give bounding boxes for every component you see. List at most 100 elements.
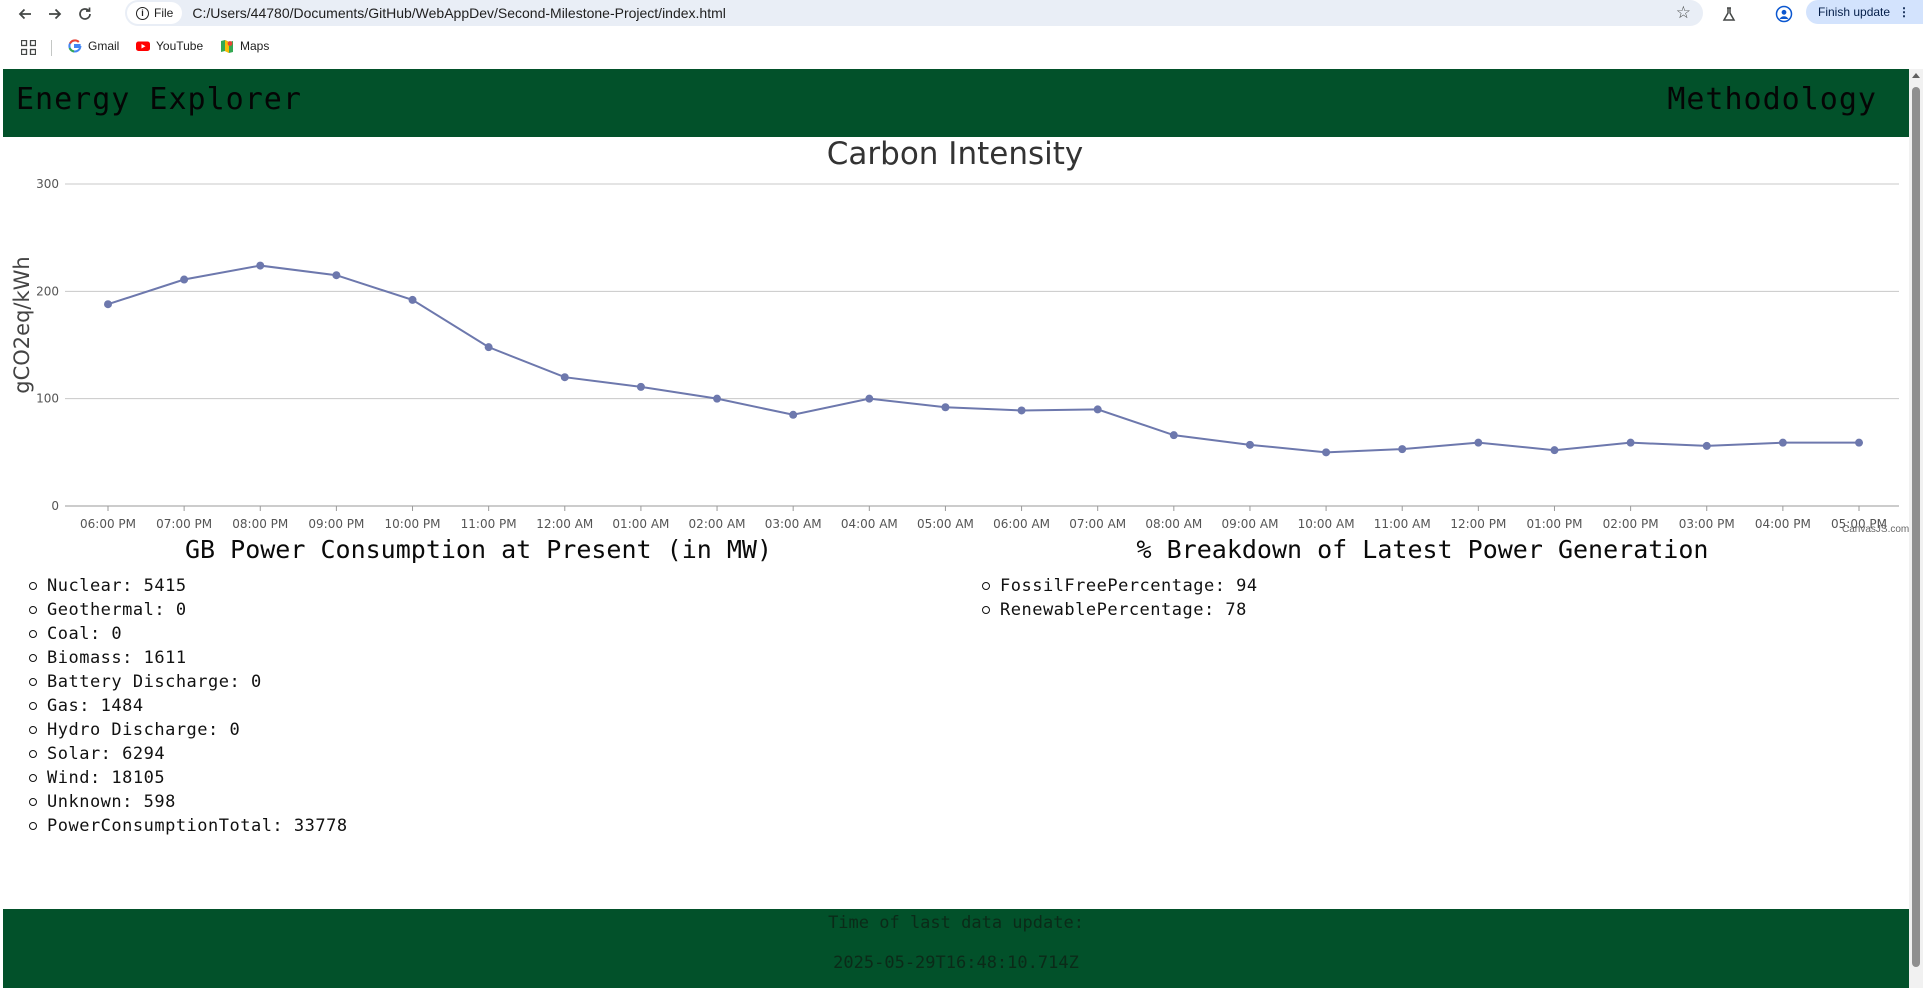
x-tick-label: 11:00 AM — [1374, 517, 1431, 531]
x-tick-label: 11:00 PM — [461, 517, 517, 531]
bookmark-maps[interactable]: Maps — [220, 39, 269, 53]
y-tick-label: 300 — [36, 177, 59, 191]
gmail-icon — [68, 39, 82, 53]
reload-button[interactable] — [71, 2, 99, 26]
profile-avatar-icon[interactable] — [1773, 3, 1795, 25]
page-left-edge — [0, 69, 3, 988]
x-tick-label: 03:00 PM — [1679, 517, 1735, 531]
data-point — [104, 300, 112, 309]
consumption-list-item: Gas: 1484 — [29, 694, 348, 718]
data-point — [560, 373, 569, 382]
site-header: Energy Explorer Methodology — [3, 69, 1909, 137]
bookmark-maps-label: Maps — [240, 39, 270, 53]
data-point — [713, 394, 722, 403]
x-tick-label: 09:00 AM — [1221, 517, 1278, 531]
x-tick-label: 07:00 AM — [1069, 517, 1126, 531]
x-tick-label: 05:00 AM — [917, 517, 974, 531]
x-tick-label: 03:00 AM — [765, 517, 822, 531]
x-tick-label: 06:00 PM — [80, 517, 136, 531]
x-tick-label: 02:00 PM — [1603, 517, 1659, 531]
consumption-list-item: Coal: 0 — [29, 622, 348, 646]
data-point — [1778, 438, 1787, 447]
finish-update-label: Finish update — [1818, 5, 1891, 19]
breakdown-list-item: RenewablePercentage: 78 — [982, 598, 1258, 622]
data-point — [1322, 448, 1331, 457]
bookmark-youtube[interactable]: YouTube — [136, 39, 203, 53]
x-tick-label: 12:00 PM — [1450, 517, 1506, 531]
consumption-heading: GB Power Consumption at Present (in MW) — [185, 535, 772, 564]
data-point — [180, 275, 189, 284]
data-point — [1017, 406, 1026, 415]
data-point — [789, 410, 798, 419]
breakdown-list: FossilFreePercentage: 94 RenewablePercent… — [982, 574, 1258, 622]
data-point — [256, 261, 265, 270]
consumption-list-item: PowerConsumptionTotal: 33778 — [29, 814, 348, 838]
consumption-list-item: Nuclear: 5415 — [29, 574, 348, 598]
forward-button[interactable] — [41, 2, 69, 26]
consumption-list-item: Solar: 6294 — [29, 742, 348, 766]
data-point — [865, 394, 874, 403]
x-tick-label: 10:00 AM — [1298, 517, 1355, 531]
methodology-link[interactable]: Methodology — [1667, 82, 1877, 117]
y-axis-title: gCO2eq/kWh — [10, 256, 34, 393]
consumption-list: Nuclear: 5415 Geothermal: 0 Coal: 0 Biomass… — [29, 574, 348, 838]
carbon-intensity-chart: 0 100 200 300 gCO2eq/kWh 06:00 PM 07:00 PM 08:0… — [10, 177, 1899, 531]
series-line — [107, 264, 1859, 454]
data-point — [1626, 438, 1635, 447]
back-arrow-icon — [18, 8, 31, 20]
site-info-label: File — [154, 6, 174, 20]
address-bar[interactable]: i File C:/Users/44780/Documents/GitHub/W… — [125, 0, 1703, 26]
chart-title: Carbon Intensity — [826, 136, 1084, 172]
bookmark-gmail-label: Gmail — [88, 39, 120, 53]
last-update-label: Time of last data update: — [828, 913, 1084, 933]
bookmarks-divider — [51, 40, 52, 56]
page-scrollbar[interactable] — [1909, 69, 1923, 988]
y-tick-label: 200 — [36, 284, 59, 298]
forward-arrow-icon — [49, 8, 62, 20]
data-point — [332, 271, 341, 280]
bookmark-youtube-label: YouTube — [156, 39, 204, 53]
x-tick-label: 04:00 PM — [1755, 517, 1811, 531]
scroll-up-arrow-icon[interactable] — [1912, 73, 1920, 78]
bookmarks-bar: Gmail YouTube Maps — [0, 31, 1923, 63]
x-tick-label: 08:00 PM — [232, 517, 288, 531]
x-tick-label: 12:00 AM — [536, 517, 593, 531]
x-tick-label: 09:00 PM — [308, 517, 364, 531]
x-tick-label: 04:00 AM — [841, 517, 898, 531]
more-menu-icon: ⋮ — [1898, 5, 1910, 19]
consumption-list-item: Unknown: 598 — [29, 790, 348, 814]
y-tick-label: 0 — [51, 499, 59, 513]
data-point — [1245, 440, 1254, 449]
chart-credit[interactable]: CanvasJS.com — [1842, 524, 1910, 535]
data-point — [636, 382, 645, 391]
info-icon: i — [136, 6, 149, 20]
breakdown-list-item: FossilFreePercentage: 94 — [982, 574, 1258, 598]
x-tick-label: 10:00 PM — [385, 517, 441, 531]
data-point — [1474, 438, 1483, 447]
consumption-list-item: Biomass: 1611 — [29, 646, 348, 670]
maps-icon — [221, 40, 233, 53]
url-text[interactable]: C:/Users/44780/Documents/GitHub/WebAppDe… — [192, 5, 726, 21]
x-tick-label: 05:00 PM — [1831, 517, 1887, 531]
bookmark-gmail[interactable]: Gmail — [68, 39, 119, 53]
breakdown-heading: % Breakdown of Latest Power Generation — [1136, 535, 1709, 564]
apps-grid-icon[interactable] — [21, 40, 36, 55]
labs-flask-icon[interactable] — [1718, 3, 1740, 25]
data-point — [941, 403, 950, 412]
x-tick-label: 06:00 AM — [993, 517, 1050, 531]
data-point — [1169, 431, 1178, 440]
site-brand[interactable]: Energy Explorer — [16, 82, 302, 117]
site-footer: Time of last data update: 2025-05-29T16:… — [3, 909, 1909, 988]
data-point — [408, 295, 417, 304]
data-point — [1550, 446, 1559, 455]
browser-toolbar: i File C:/Users/44780/Documents/GitHub/W… — [0, 0, 1923, 28]
bookmark-star-icon[interactable]: ☆ — [1675, 3, 1691, 23]
site-info-chip[interactable]: i File — [127, 2, 183, 24]
back-button[interactable] — [11, 2, 39, 26]
y-tick-label: 100 — [36, 392, 59, 406]
data-point — [1855, 438, 1863, 447]
consumption-list-item: Hydro Discharge: 0 — [29, 718, 348, 742]
finish-update-button[interactable]: Finish update ⋮ — [1806, 0, 1923, 24]
scrollbar-thumb[interactable] — [1912, 87, 1920, 967]
x-tick-label: 02:00 AM — [689, 517, 746, 531]
